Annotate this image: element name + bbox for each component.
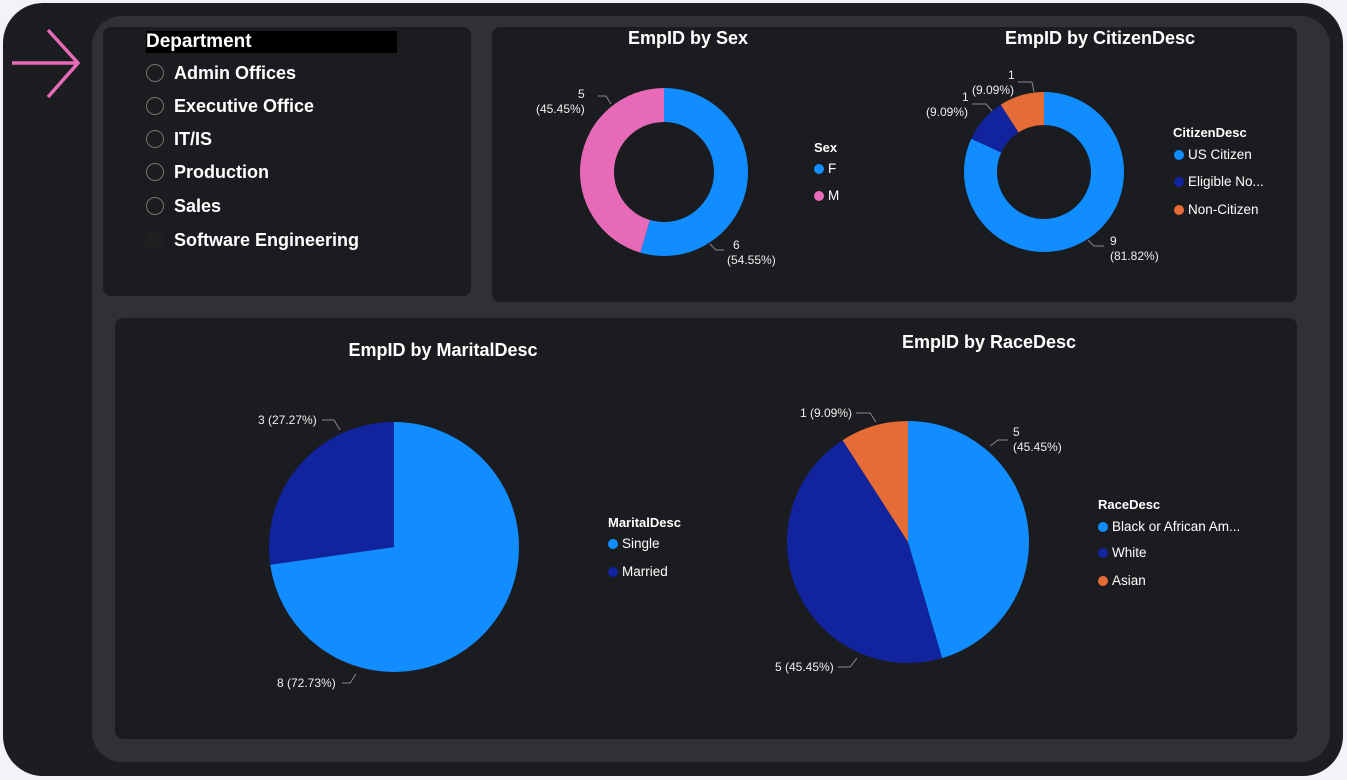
legend-dot-icon — [1098, 575, 1108, 586]
pie-slice-married[interactable] — [268, 422, 394, 565]
legend-item-m[interactable]: M — [814, 188, 839, 203]
legend-dot-icon — [1098, 547, 1108, 558]
arrow-right-icon — [12, 28, 81, 99]
data-label-single: 8 (72.73%) — [277, 676, 336, 690]
legend-dot-icon — [1098, 521, 1108, 532]
donut-slice-m[interactable] — [580, 88, 664, 253]
legend-dot-icon — [1174, 204, 1184, 215]
donut-slice-eligible-no-[interactable] — [971, 104, 1019, 153]
department-slicer — [103, 27, 471, 296]
data-label-married: 3 (27.27%) — [258, 413, 317, 427]
legend-dot-icon — [608, 538, 618, 549]
legend-dot-icon — [814, 190, 824, 201]
legend-title: RaceDesc — [1098, 497, 1161, 512]
legend-item-married[interactable]: Married — [608, 564, 668, 579]
legend-item-single[interactable]: Single — [608, 536, 660, 551]
leader-line — [1018, 81, 1035, 93]
legend-item-non-citizen[interactable]: Non-Citizen — [1174, 202, 1259, 217]
legend-item-asian[interactable]: Asian — [1098, 573, 1146, 588]
radio-icon[interactable] — [146, 197, 164, 215]
chart-title: EmpID by RaceDesc — [901, 332, 1077, 352]
radio-icon[interactable] — [146, 64, 164, 82]
legend-dot-icon — [1174, 176, 1184, 187]
slicer-option-sales[interactable]: Sales — [146, 194, 221, 218]
leader-line — [856, 412, 877, 423]
leader-line — [598, 95, 612, 105]
donut-slice-f[interactable] — [640, 88, 749, 256]
data-label-m: 5 (45.45%) — [536, 87, 585, 116]
legend-title: Sex — [814, 140, 838, 155]
legend-item-eligible[interactable]: Eligible No... — [1174, 174, 1264, 189]
slicer-option-it-is[interactable]: IT/IS — [146, 127, 212, 151]
chart-title: EmpID by MaritalDesc — [348, 340, 538, 360]
legend-title: MaritalDesc — [608, 515, 681, 530]
leader-line — [838, 657, 858, 668]
legend-dot-icon — [814, 163, 824, 174]
donut-slice-non-citizen[interactable] — [1000, 92, 1044, 133]
leader-line — [989, 439, 1008, 447]
leader-line — [972, 103, 994, 113]
leader-line — [709, 243, 724, 251]
slicer-option-production[interactable]: Production — [146, 160, 269, 184]
pie-slice-white[interactable] — [786, 440, 943, 663]
data-label-asian: 1 (9.09%) — [800, 406, 853, 420]
leader-line — [1087, 239, 1104, 247]
leader-line — [322, 419, 341, 431]
legend-item-white[interactable]: White — [1098, 545, 1147, 560]
pie-slice-asian[interactable] — [842, 421, 908, 542]
data-label-eligible: 1 (9.09%) — [926, 90, 969, 119]
data-label-non-citizen: 1 (9.09%) — [972, 68, 1015, 97]
leader-line — [342, 673, 357, 684]
donut-slice-us-citizen[interactable] — [964, 92, 1125, 252]
legend-dot-icon — [1174, 149, 1184, 160]
legend-title: CitizenDesc — [1173, 125, 1247, 140]
data-label-black: 5 (45.45%) — [1013, 425, 1062, 454]
data-label-f: 6 (54.55%) — [727, 238, 776, 267]
legend-item-f[interactable]: F — [814, 161, 836, 176]
radio-icon[interactable] — [146, 231, 164, 249]
slicer-option-admin-offices[interactable]: Admin Offices — [146, 61, 296, 85]
legend-item-us-citizen[interactable]: US Citizen — [1174, 147, 1252, 162]
top-charts-card — [492, 27, 1297, 302]
legend-dot-icon — [608, 566, 618, 577]
radio-icon[interactable] — [146, 163, 164, 181]
data-label-white: 5 (45.45%) — [775, 660, 834, 674]
pie-slice-black-or-african-am-[interactable] — [908, 421, 1029, 659]
radio-icon[interactable] — [146, 97, 164, 115]
chart-title: EmpID by Sex — [627, 28, 749, 48]
data-label-us-citizen: 9 (81.82%) — [1110, 234, 1159, 263]
slicer-option-executive-office[interactable]: Executive Office — [146, 94, 314, 118]
radio-icon[interactable] — [146, 130, 164, 148]
legend-item-black[interactable]: Black or African Am... — [1098, 519, 1240, 534]
slicer-title: Department — [146, 31, 397, 53]
pie-slice-single[interactable] — [270, 422, 519, 673]
slicer-option-software-engineering[interactable]: Software Engineering — [146, 228, 359, 252]
chart-title: EmpID by CitizenDesc — [1004, 28, 1196, 48]
